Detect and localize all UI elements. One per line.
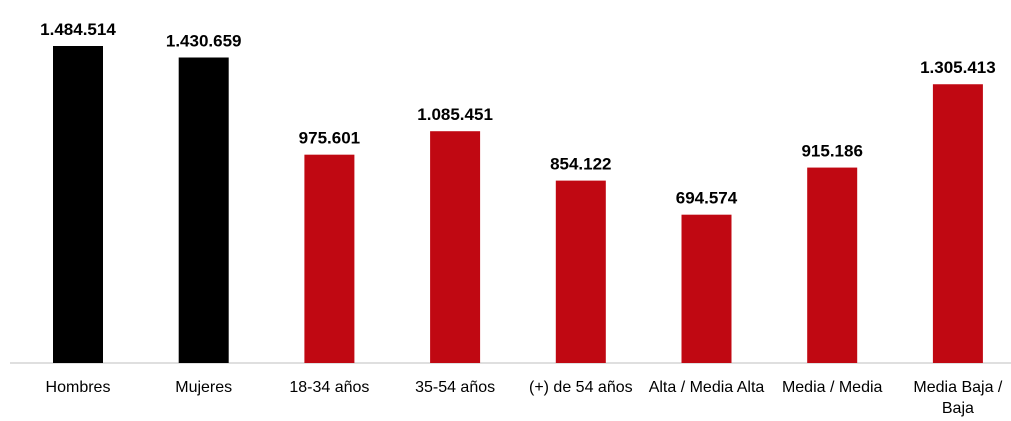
bar [807, 167, 858, 363]
x-tick-label: Alta / Media Alta [648, 379, 765, 396]
x-tick-label: 35-54 años [415, 379, 496, 396]
bar [932, 84, 983, 364]
value-label: 1.085.451 [417, 105, 493, 124]
x-tick-label: Media / Media [781, 379, 883, 396]
value-label: 1.430.659 [166, 32, 242, 51]
bar [178, 57, 229, 363]
bar [681, 214, 732, 363]
value-label: 694.574 [676, 189, 738, 208]
value-label: 975.601 [299, 129, 360, 148]
bar [304, 154, 355, 363]
x-tick-label: Media Baja / Baja [913, 379, 1003, 417]
bar [53, 46, 103, 363]
value-label: 1.305.413 [920, 58, 996, 77]
x-tick-label: (+) de 54 años [528, 379, 633, 396]
x-tick-label: Mujeres [175, 379, 233, 396]
bar [430, 131, 481, 363]
x-tick-label: Hombres [45, 379, 111, 396]
bar [555, 180, 606, 363]
value-label: 915.186 [801, 142, 862, 161]
x-tick-label: 18-34 años [289, 379, 370, 396]
value-label: 1.484.514 [40, 20, 116, 39]
value-label: 854.122 [550, 155, 611, 174]
